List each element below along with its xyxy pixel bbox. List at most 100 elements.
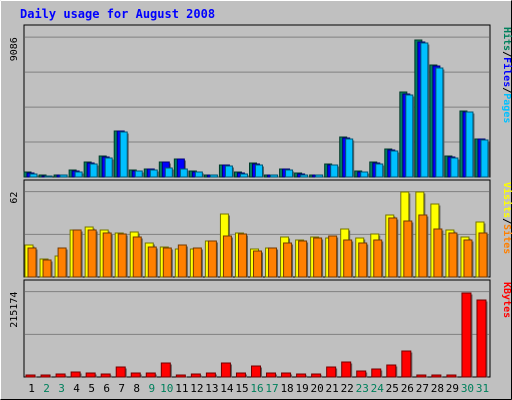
x-tick-label: 8 [133, 382, 140, 395]
x-tick-label: 1 [28, 382, 35, 395]
bar [74, 171, 83, 178]
bar [403, 220, 413, 278]
bar [164, 167, 173, 178]
bar [205, 372, 216, 378]
bar [57, 247, 67, 278]
visits-panel: 62 Visits/Sites [9, 179, 512, 278]
bar [298, 240, 308, 278]
bar [72, 229, 82, 278]
bar [420, 42, 429, 178]
bar [285, 169, 294, 178]
bar [40, 374, 51, 378]
bar [358, 242, 368, 278]
x-tick-label: 16 [250, 382, 263, 395]
bar [253, 250, 262, 278]
x-tick-label: 28 [431, 382, 444, 395]
x-tick-label: 9 [148, 382, 155, 395]
bar [433, 228, 443, 278]
bar [373, 239, 383, 278]
bar [222, 235, 232, 278]
bar [476, 299, 487, 378]
legend-entry: Visits [501, 182, 512, 218]
x-tick-label: 13 [205, 382, 218, 395]
bar [162, 247, 172, 278]
bar [119, 131, 128, 178]
bar [59, 174, 68, 178]
legend-label: Visits/Sites [501, 182, 512, 254]
bar [224, 165, 233, 178]
bar [388, 217, 398, 278]
x-tick-label: 4 [73, 382, 80, 395]
bar [300, 174, 309, 178]
legend-entry: Sites [501, 224, 512, 254]
x-tick-label: 11 [175, 382, 188, 395]
x-tick-label: 17 [265, 382, 278, 395]
bar [450, 157, 459, 178]
bar [145, 372, 156, 378]
kbytes-panel: 215174 KBytes [9, 279, 512, 378]
bar [360, 171, 369, 178]
y-max-label: 62 [9, 192, 20, 204]
bar [371, 368, 382, 378]
bar [42, 259, 52, 278]
x-tick-label: 19 [295, 382, 308, 395]
x-tick-label: 22 [341, 382, 354, 395]
bar [480, 139, 489, 178]
x-tick-label: 20 [311, 382, 324, 395]
bar [117, 233, 127, 278]
bar [102, 232, 112, 278]
bar [70, 371, 81, 378]
plot-area [23, 279, 491, 378]
bar [268, 247, 278, 278]
legend-entry: KBytes [501, 282, 512, 318]
bar [134, 170, 143, 178]
bar [343, 239, 353, 278]
bar [179, 168, 188, 178]
y-max-label: 9086 [9, 37, 20, 61]
chart-title: Daily usage for August 2008 [20, 7, 215, 21]
bar [418, 214, 428, 278]
bar [220, 362, 231, 378]
legend-entry: / [501, 87, 512, 93]
bar [130, 372, 141, 378]
legend-entry: Pages [501, 93, 512, 123]
bar [239, 173, 248, 178]
bar [44, 175, 53, 178]
x-tick-label: 26 [401, 382, 414, 395]
bar [390, 150, 399, 178]
legend-label: KBytes [501, 282, 512, 318]
x-tick-label: 14 [220, 382, 234, 395]
bar [147, 246, 157, 278]
x-tick-label: 5 [88, 382, 95, 395]
bar [315, 174, 324, 178]
bar [104, 157, 113, 178]
bar [465, 111, 474, 178]
bar [270, 174, 279, 178]
bar [330, 164, 339, 178]
bar [461, 292, 472, 378]
x-tick-label: 18 [280, 382, 293, 395]
bar [281, 372, 292, 378]
bar [448, 232, 458, 278]
bar [235, 372, 246, 378]
bar [356, 370, 367, 378]
x-tick-label: 21 [326, 382, 339, 395]
bar [175, 374, 186, 378]
bar [190, 373, 201, 378]
x-tick-label: 2 [43, 382, 50, 395]
bar [446, 374, 457, 378]
bar [27, 247, 37, 278]
x-tick-label: 7 [118, 382, 125, 395]
bar [25, 374, 36, 378]
bar [29, 173, 38, 178]
bar [207, 240, 217, 278]
bar [160, 362, 171, 378]
bar [209, 174, 218, 178]
x-tick-label: 23 [356, 382, 369, 395]
bar [478, 232, 488, 278]
bar [405, 94, 414, 178]
x-tick-label: 6 [103, 382, 110, 395]
bar [132, 236, 142, 278]
bar [87, 229, 97, 278]
bar [313, 237, 323, 278]
